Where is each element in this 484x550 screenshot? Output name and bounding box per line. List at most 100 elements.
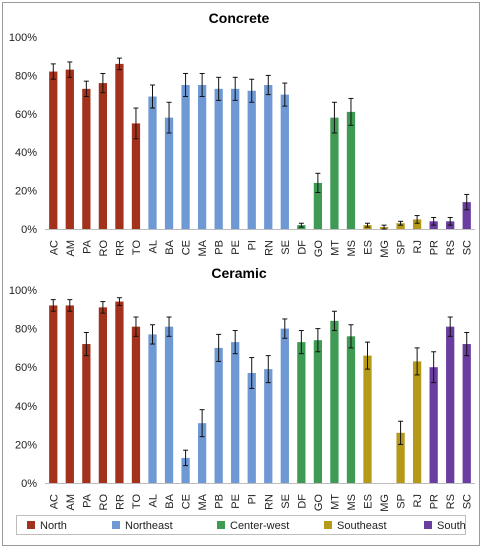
- concrete-y-tick-label: 60%: [15, 109, 37, 121]
- ceramic-y-tick-label: 60%: [15, 362, 37, 374]
- ceramic-category-label-pa: PA: [81, 493, 93, 508]
- ceramic-category-label-es: ES: [363, 494, 375, 509]
- ceramic-error-bar-ac: [50, 299, 56, 312]
- concrete-category-label-mt: MT: [329, 240, 341, 256]
- concrete-category-label-pb: PB: [214, 240, 226, 255]
- ceramic-error-bar-ms: [348, 324, 354, 349]
- concrete-error-bar-to: [133, 107, 139, 140]
- ceramic-category-label-sp: SP: [396, 494, 408, 509]
- ceramic-category-label-pr: PR: [429, 494, 441, 509]
- concrete-category-label-ma: MA: [197, 239, 209, 256]
- concrete-error-bar-ba: [166, 101, 172, 134]
- concrete-bar-ma: [197, 85, 207, 229]
- concrete-category-label-se: SE: [280, 240, 292, 255]
- concrete-error-bar-es: [365, 222, 370, 228]
- ceramic-error-bar-pi: [249, 357, 255, 389]
- concrete-error-bar-mg: [381, 224, 387, 230]
- concrete-error-bar-sp: [398, 220, 404, 226]
- ceramic-bar-ba: [164, 326, 174, 483]
- concrete-category-label-ba: BA: [164, 239, 176, 254]
- concrete-category-label-pe: PE: [230, 240, 242, 255]
- ceramic-error-bar-pe: [232, 330, 238, 355]
- concrete-error-bar-pe: [232, 76, 238, 101]
- concrete-bar-to: [131, 123, 141, 229]
- ceramic-chart: 0% 20% 40% 60% 80% 100% AC AM PA RO RR TO AL BA CE MA PB…: [9, 285, 475, 512]
- concrete-chart-title: Concrete: [209, 10, 270, 26]
- ceramic-error-bar-es: [365, 341, 370, 370]
- ceramic-bar-mt: [330, 320, 339, 483]
- ceramic-bar-ce: [181, 457, 190, 483]
- ceramic-bar-pr: [429, 367, 438, 483]
- concrete-bar-pb: [214, 88, 223, 229]
- ceramic-bar-am: [65, 305, 74, 483]
- concrete-error-bar-pi: [249, 78, 255, 103]
- ceramic-bar-ac: [49, 305, 58, 483]
- ceramic-bar-pb: [214, 347, 223, 483]
- ceramic-bar-go: [313, 340, 323, 483]
- concrete-error-bar-pa: [83, 80, 89, 98]
- concrete-error-bar-rs: [447, 216, 453, 226]
- concrete-category-label-pr: PR: [429, 240, 441, 255]
- ceramic-error-bar-df: [298, 330, 304, 355]
- concrete-category-label-sc: SC: [462, 240, 474, 255]
- concrete-category-label-ms: MS: [346, 240, 358, 257]
- ceramic-bar-es: [363, 355, 372, 483]
- ceramic-bar-rn: [264, 369, 273, 483]
- ceramic-bar-se: [280, 328, 289, 483]
- ceramic-category-label-pe: PE: [230, 494, 242, 509]
- concrete-error-bar-al: [150, 84, 155, 109]
- concrete-category-label-rs: RS: [445, 240, 457, 255]
- ceramic-error-bar-ce: [183, 449, 189, 467]
- concrete-error-bar-pb: [216, 76, 222, 101]
- ceramic-category-label-am: AM: [65, 494, 77, 511]
- concrete-bar-rj: [412, 219, 422, 229]
- concrete-bar-pa: [82, 88, 91, 229]
- ceramic-error-bar-go: [315, 328, 321, 353]
- ceramic-chart-title: Ceramic: [211, 265, 266, 281]
- ceramic-category-label-ms: MS: [346, 494, 358, 511]
- concrete-error-bar-ma: [199, 72, 205, 98]
- ceramic-error-bar-sp: [398, 420, 404, 445]
- ceramic-y-tick-label: 80%: [15, 324, 37, 336]
- ceramic-category-label-rn: RN: [263, 494, 275, 510]
- concrete-category-label-al: AL: [148, 240, 160, 253]
- ceramic-category-label-to: TO: [131, 494, 143, 510]
- concrete-category-label-to: TO: [131, 240, 143, 256]
- concrete-category-label-mg: MG: [379, 240, 391, 258]
- ceramic-bar-al: [148, 334, 157, 483]
- concrete-error-bar-sc: [464, 193, 470, 211]
- concrete-bar-mt: [330, 117, 339, 229]
- ceramic-error-bar-rn: [265, 355, 271, 384]
- legend-label-south: South: [437, 520, 466, 532]
- ceramic-category-label-pi: PI: [247, 494, 259, 504]
- concrete-category-label-ro: RO: [98, 240, 110, 257]
- concrete-error-bar-ms: [348, 97, 354, 126]
- ceramic-category-label-rs: RS: [445, 494, 457, 509]
- ceramic-bar-pa: [82, 344, 91, 483]
- concrete-category-label-go: GO: [313, 240, 325, 258]
- ceramic-error-bar-se: [282, 318, 288, 339]
- concrete-category-label-pa: PA: [81, 239, 93, 254]
- ceramic-error-bar-to: [133, 316, 139, 337]
- concrete-bar-ro: [98, 83, 108, 229]
- concrete-bar-go: [313, 182, 323, 229]
- concrete-bar-pi: [247, 90, 256, 229]
- concrete-error-bar-se: [282, 82, 288, 107]
- concrete-error-bar-ce: [183, 72, 189, 98]
- concrete-bar-al: [148, 96, 157, 230]
- concrete-category-label-rr: RR: [114, 240, 126, 256]
- ceramic-category-label-ba: BA: [164, 493, 176, 508]
- ceramic-category-label-se: SE: [280, 494, 292, 509]
- ceramic-category-label-al: AL: [148, 494, 160, 507]
- ceramic-category-label-ro: RO: [98, 494, 110, 511]
- concrete-category-label-rn: RN: [263, 240, 275, 256]
- concrete-y-tick-label: 80%: [15, 70, 37, 82]
- ceramic-y-tick-label: 40%: [15, 401, 37, 413]
- concrete-bar-ba: [164, 117, 174, 229]
- ceramic-error-bar-pb: [216, 333, 222, 362]
- ceramic-bar-rj: [412, 361, 422, 483]
- ceramic-bar-sp: [396, 432, 405, 483]
- ceramic-error-bar-ma: [199, 409, 205, 438]
- ceramic-y-tick-label: 20%: [15, 439, 37, 451]
- ceramic-bar-ma: [197, 423, 207, 483]
